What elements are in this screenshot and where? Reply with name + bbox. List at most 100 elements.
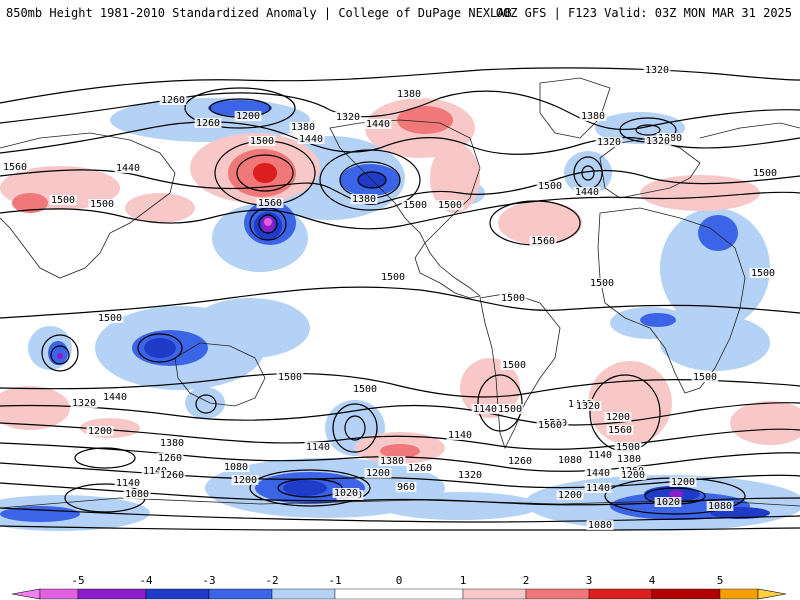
contour-label: 1500 [753, 168, 777, 179]
contour-label: 1500 [381, 272, 405, 283]
contour-label: 1440 [366, 119, 390, 130]
colorbar-segment [526, 589, 589, 599]
contour-label: 1200 [233, 475, 257, 486]
contour-label: 1500 [51, 195, 75, 206]
contour-label: 1440 [103, 392, 127, 403]
contour-label: 1500 [498, 404, 522, 415]
contour-label: 1440 [575, 187, 599, 198]
contour-label: 1020 [334, 488, 358, 499]
colorbar-segment [652, 589, 720, 599]
contour-label: 1560 [258, 198, 282, 209]
colorbar-tick-label: 2 [523, 574, 530, 587]
contour-label: 1080 [558, 455, 582, 466]
contour-label: 1200 [558, 490, 582, 501]
colorbar-tick-label: -3 [202, 574, 215, 587]
contour-label: 1500 [90, 199, 114, 210]
map-panel: 1320 1260 1200 1260 1380 1440 1380 1320 1320 1380… [0, 28, 800, 570]
contour-label: 1080 [588, 520, 612, 531]
contour-label: 1260 [196, 118, 220, 129]
colorbar-tick-label: 3 [586, 574, 593, 587]
contour-label: 1140 [586, 483, 610, 494]
contour-label: 1320 [646, 136, 670, 147]
contour-label: 1260 [508, 456, 532, 467]
contour-label: 1500 [502, 360, 526, 371]
contour-label: 1080 [224, 462, 248, 473]
colorbar-segment [78, 589, 146, 599]
colorbar-segment [720, 589, 758, 599]
contour-label: 1500 [538, 181, 562, 192]
contour-line [75, 448, 135, 468]
colorbar-tick-label: -5 [71, 574, 84, 587]
colorbar-segment [335, 589, 463, 599]
contour-label: 1260 [160, 470, 184, 481]
contour-label: 1500 [590, 278, 614, 289]
colorbar: -5 -4 -3 -2 -1 0 1 2 3 4 5 [0, 570, 800, 600]
contour-label: 1380 [581, 111, 605, 122]
map-title: 850mb Height 1981-2010 Standardized Anom… [6, 6, 512, 20]
contour-label: 1380 [397, 89, 421, 100]
contour-label: 1380 [291, 122, 315, 133]
colorbar-min-arrow [12, 589, 40, 599]
colorbar-tick-label: -4 [139, 574, 153, 587]
contour-label: 1500 [501, 293, 525, 304]
contour-label: 1320 [72, 398, 96, 409]
contour-label: 1200 [621, 470, 645, 481]
contour-label: 1020 [656, 497, 680, 508]
contour-label: 1500 [693, 372, 717, 383]
colorbar-tick-label: 0 [396, 574, 403, 587]
contour-label: 1560 [3, 162, 27, 173]
contour-label: 1140 [116, 478, 140, 489]
title-bar: 850mb Height 1981-2010 Standardized Anom… [0, 0, 800, 28]
contour-label: 1440 [299, 134, 323, 145]
contour-label: 1260 [158, 453, 182, 464]
colorbar-segment [272, 589, 335, 599]
model-run-info: 00Z GFS | F123 Valid: 03Z MON MAR 31 202… [496, 6, 792, 20]
anomaly-pos3-areas [253, 163, 277, 183]
contour-label: 1500 [751, 268, 775, 279]
colorbar-segment [463, 589, 526, 599]
contour-label: 1200 [236, 111, 260, 122]
contour-label: 1140 [306, 442, 330, 453]
contour-label: 1320 [576, 401, 600, 412]
colorbar-tick-label: 5 [717, 574, 724, 587]
contour-label: 1320 [336, 112, 360, 123]
contour-label: 1140 [448, 430, 472, 441]
contour-label: 1440 [586, 468, 610, 479]
contour-label: 1320 [597, 137, 621, 148]
contour-label: 1200 [366, 468, 390, 479]
colorbar-max-arrow [758, 589, 786, 599]
contour-label: 1260 [408, 463, 432, 474]
contour-label: 960 [397, 482, 415, 493]
colorbar-tick-group: -5 -4 -3 -2 -1 0 1 2 3 4 5 [71, 574, 723, 587]
contour-label: 1080 [708, 501, 732, 512]
contour-label: 1140 [473, 404, 497, 415]
contour-label: 1560 [531, 236, 555, 247]
colorbar-segment [40, 589, 78, 599]
contour-label: 1500 [403, 200, 427, 211]
coastline-asia-east [700, 123, 800, 138]
colorbar-segment [589, 589, 652, 599]
contour-label: 1200 [88, 426, 112, 437]
contour-label: 1500 [278, 372, 302, 383]
contour-label: 1380 [352, 194, 376, 205]
colorbar-segment [146, 589, 209, 599]
contour-label: 1500 [353, 384, 377, 395]
colorbar-tick-label: 4 [649, 574, 656, 587]
contour-label: 1500 [98, 313, 122, 324]
colorbar-strip [12, 589, 786, 599]
contour-label: 1380 [380, 456, 404, 467]
contour-label: 1380 [160, 438, 184, 449]
contour-label: 1320 [458, 470, 482, 481]
contour-label: 1200 [671, 477, 695, 488]
colorbar-segment [209, 589, 272, 599]
contour-label: 1200 [606, 412, 630, 423]
colorbar-tick-label: -1 [328, 574, 341, 587]
contour-label: 1500 [250, 136, 274, 147]
contour-label: 1080 [125, 489, 149, 500]
contour-label: 1140 [588, 450, 612, 461]
contour-label: 1500 [616, 442, 640, 453]
contour-label: 1560 [538, 420, 562, 431]
contour-label: 1380 [617, 454, 641, 465]
contour-label: 1500 [438, 200, 462, 211]
